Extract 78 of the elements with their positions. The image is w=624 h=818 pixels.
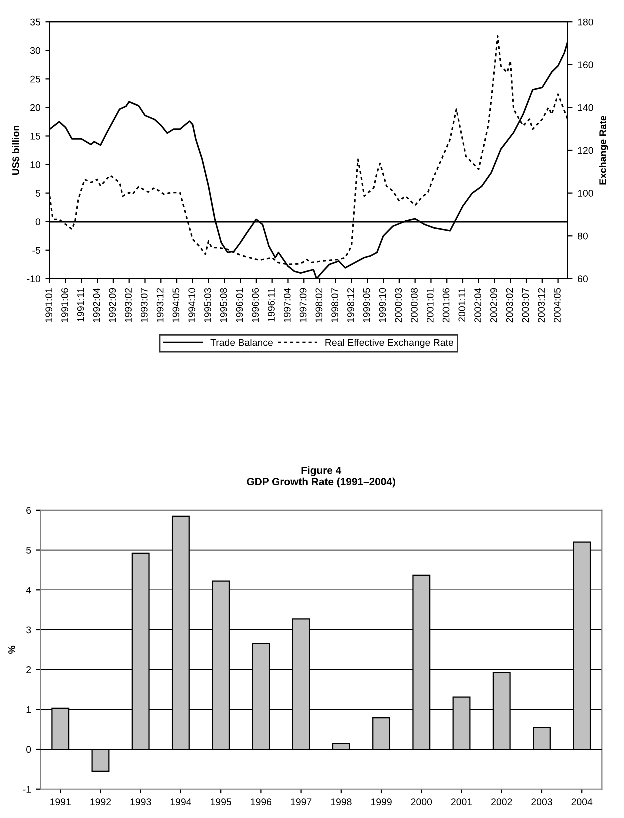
x-tick-label: 2004 <box>572 798 593 806</box>
x-tick-label: 1995:08 <box>220 288 228 322</box>
x-tick-label: 1996:01 <box>236 288 244 322</box>
x-tick-label: 1994 <box>170 798 192 806</box>
x-tick-label: 1992 <box>90 798 112 806</box>
x-tick-label: 2003:12 <box>538 288 546 323</box>
x-tick-label: 1996 <box>251 798 272 806</box>
y-tick-label: 5 <box>36 190 40 197</box>
y-tick-label: 15 <box>30 133 40 140</box>
y-tick-label: 5 <box>26 547 32 554</box>
x-tick-label: 1994:10 <box>188 288 196 322</box>
y-tick-label: 20 <box>30 104 41 112</box>
x-tick-label: 1993:12 <box>156 288 164 322</box>
x-tick-label: 2004:05 <box>554 288 561 323</box>
x-tick-label: 1993 <box>130 798 152 806</box>
y-axis-title: % <box>8 646 16 654</box>
x-tick-label: 2001:11 <box>458 288 466 322</box>
x-tick-label: 1998:07 <box>332 288 338 322</box>
y-tick-label: 4 <box>26 586 32 594</box>
y2-tick-label: 80 <box>578 232 588 240</box>
y-tick-label: 0 <box>26 746 32 754</box>
y2-tick-label: 160 <box>578 62 594 69</box>
x-tick-label: 1992:09 <box>109 288 116 322</box>
y2-tick-label: 180 <box>578 18 594 26</box>
x-tick-label: 1998:12 <box>348 288 354 322</box>
x-tick-label: 1991:06 <box>62 288 68 322</box>
x-tick-label: 1993:02 <box>125 288 132 322</box>
y-tick-label: -1 <box>23 786 32 793</box>
x-tick-label: 1991:11 <box>77 288 84 322</box>
x-tick-label: 1992:04 <box>93 288 100 322</box>
legend-label: Trade Balance <box>210 339 273 346</box>
y-tick-label: 10 <box>30 162 41 168</box>
legend-label: Real Effective Exchange Rate <box>326 339 454 348</box>
x-tick-label: 1999:10 <box>379 288 386 322</box>
y-tick-label: -10 <box>27 276 41 283</box>
x-tick-label: 1997 <box>291 798 312 806</box>
x-tick-label: 2000:08 <box>411 288 418 323</box>
x-tick-label: 1999 <box>371 798 392 806</box>
x-tick-label: 1997:09 <box>300 288 307 322</box>
x-tick-label: 2003:02 <box>506 288 514 323</box>
x-tick-label: 2001 <box>451 798 472 806</box>
y-tick-label: 1 <box>26 706 32 714</box>
x-tick-label: 1996:11 <box>268 288 275 322</box>
y2-tick-label: 120 <box>578 147 594 154</box>
x-tick-label: 2001:06 <box>442 288 450 323</box>
x-tick-label: 2002 <box>492 798 512 806</box>
x-tick-label: 2000 <box>411 798 432 806</box>
x-tick-label: 1994:05 <box>172 288 180 322</box>
x-tick-label: 1991 <box>50 798 71 806</box>
y-tick-label: 35 <box>30 18 40 26</box>
x-tick-label: 1993:07 <box>140 288 148 322</box>
x-tick-label: 1996:06 <box>252 288 260 322</box>
x-tick-label: 2002:04 <box>474 288 482 323</box>
y-tick-label: -5 <box>32 247 40 254</box>
x-tick-label: 2002:09 <box>490 288 498 323</box>
y2-tick-label: 60 <box>578 276 588 283</box>
x-tick-label: 2003:07 <box>522 288 530 323</box>
x-tick-label: 1999:05 <box>363 288 370 322</box>
x-tick-label: 1995:03 <box>204 288 212 322</box>
x-tick-label: 2003 <box>532 798 552 806</box>
y-tick-label: 30 <box>30 47 41 54</box>
x-tick-label: 1998:02 <box>316 288 323 322</box>
y2-tick-label: 140 <box>578 104 594 112</box>
chart-title: Figure 4 GDP Growth Rate (1991–2004) <box>247 466 396 488</box>
y-tick-label: 25 <box>30 76 40 83</box>
y2-tick-label: 100 <box>578 190 594 197</box>
y-tick-label: 6 <box>26 507 32 514</box>
x-tick-label: 1995 <box>211 798 232 806</box>
y-tick-label: 2 <box>26 666 32 674</box>
x-tick-label: 2001:01 <box>426 288 434 323</box>
y-axis-title: US$ billion <box>12 126 20 176</box>
y-tick-label: 0 <box>36 218 41 226</box>
x-tick-label: 2000:03 <box>395 288 402 323</box>
x-tick-label: 1991:01 <box>46 288 53 322</box>
y2-axis-title: Exchange Rate <box>599 116 608 185</box>
x-tick-label: 1998 <box>331 798 352 806</box>
y-tick-label: 3 <box>26 626 32 634</box>
x-tick-label: 1997:04 <box>284 288 291 322</box>
